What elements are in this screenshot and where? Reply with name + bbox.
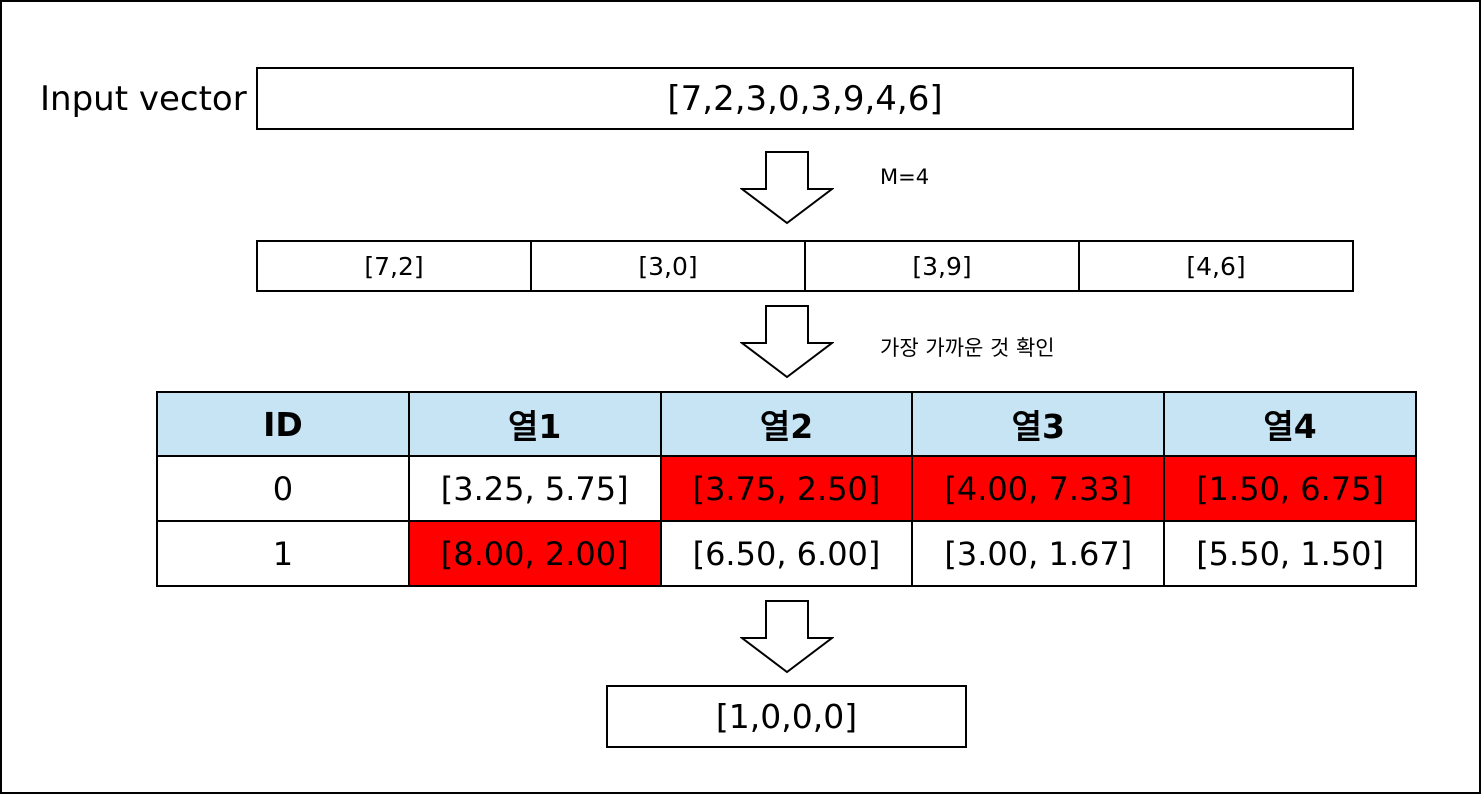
centroid-cell: [6.50, 6.00] bbox=[659, 520, 914, 587]
nearest-match-note: 가장 가까운 것 확인 bbox=[880, 336, 1055, 360]
table-row: 0 [3.25, 5.75] [3.75, 2.50] [4.00, 7.33]… bbox=[156, 455, 1417, 522]
codebook-table: ID 열1 열2 열3 열4 0 [3.25, 5.75] [3.75, 2.5… bbox=[156, 391, 1417, 587]
centroid-cell: [3.00, 1.67] bbox=[911, 520, 1166, 587]
down-arrow-icon bbox=[740, 600, 834, 674]
centroid-cell: [3.25, 5.75] bbox=[407, 455, 662, 522]
subvector-cell: [3,0] bbox=[532, 242, 806, 290]
table-row: 1 [8.00, 2.00] [6.50, 6.00] [3.00, 1.67]… bbox=[156, 520, 1417, 587]
centroid-cell: [5.50, 1.50] bbox=[1163, 520, 1417, 587]
subvector-cell: [4,6] bbox=[1186, 251, 1246, 281]
centroid-cell: [4.00, 7.33] bbox=[911, 455, 1166, 522]
subvector-count-note: M=4 bbox=[880, 165, 930, 189]
header-cell-id: ID bbox=[156, 391, 410, 457]
input-vector-box: [7,2,3,0,3,9,4,6] bbox=[256, 67, 1354, 130]
subvector-cell: [3,9] bbox=[806, 242, 1080, 290]
centroid-cell: [1.50, 6.75] bbox=[1163, 455, 1417, 522]
header-cell-col2: 열2 bbox=[659, 391, 914, 457]
subvector-row: [7,2] [3,0] [3,9] [4,6] bbox=[256, 240, 1354, 292]
header-cell-col4: 열4 bbox=[1163, 391, 1417, 457]
output-code-box: [1,0,0,0] bbox=[606, 685, 967, 748]
down-arrow-icon bbox=[740, 305, 834, 379]
down-arrow-icon bbox=[740, 151, 834, 225]
row-id-cell: 1 bbox=[156, 520, 410, 587]
centroid-cell: [3.75, 2.50] bbox=[659, 455, 914, 522]
header-cell-col3: 열3 bbox=[911, 391, 1166, 457]
centroid-cell: [8.00, 2.00] bbox=[407, 520, 662, 587]
header-cell-col1: 열1 bbox=[407, 391, 662, 457]
row-id-cell: 0 bbox=[156, 455, 410, 522]
input-vector-label: Input vector bbox=[40, 79, 247, 119]
subvector-cell: [7,2] bbox=[258, 242, 532, 290]
codebook-header-row: ID 열1 열2 열3 열4 bbox=[156, 391, 1417, 457]
